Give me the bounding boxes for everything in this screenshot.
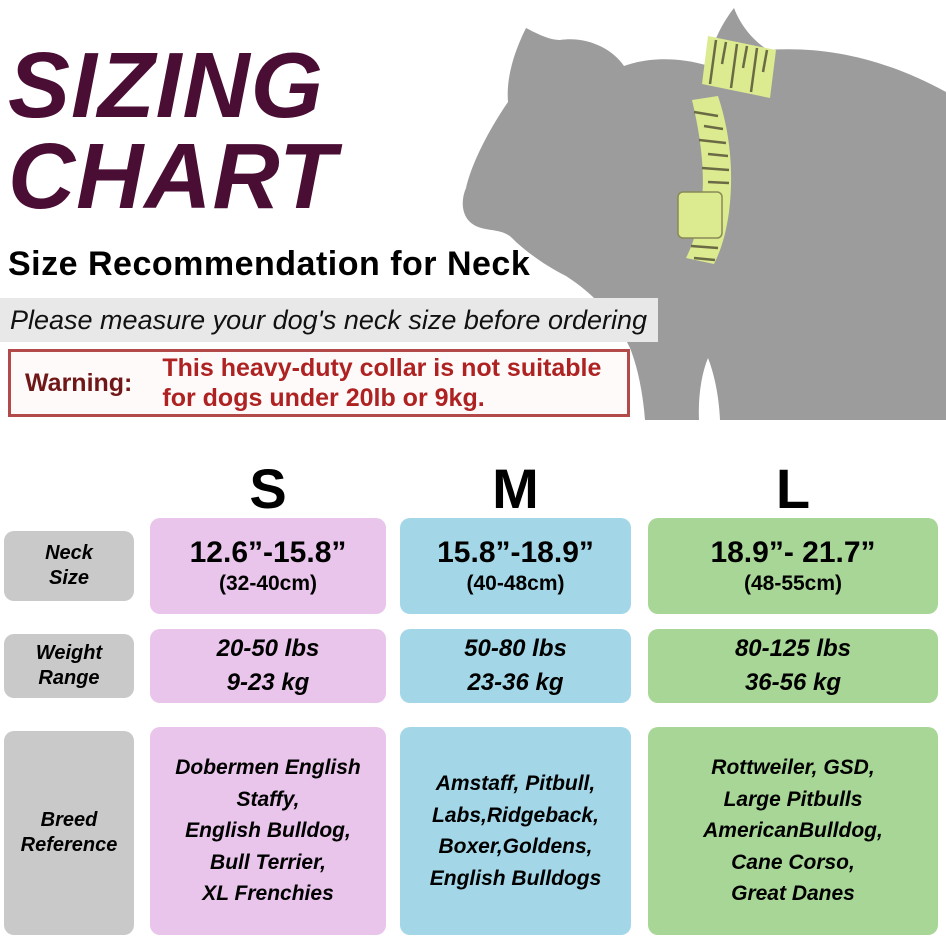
cell-breed-reference-l: Rottweiler, GSD, Large Pitbulls American… (648, 727, 938, 935)
cell-neck-size-l: 18.9”- 21.7” (48-55cm) (648, 518, 938, 614)
cell-weight-range-l: 80-125 lbs 36-56 kg (648, 629, 938, 703)
cell-breed-reference-s: Dobermen English Staffy, English Bulldog… (150, 727, 386, 935)
cell-weight-range-m: 50-80 lbs 23-36 kg (400, 629, 631, 703)
row-label-neck-size: Neck Size (4, 531, 134, 601)
warning-message: This heavy-duty collar is not suitable f… (162, 353, 601, 413)
neck-size-cm-m: (40-48cm) (466, 572, 565, 595)
warning-box: Warning: This heavy-duty collar is not s… (8, 349, 630, 417)
warning-line-1: This heavy-duty collar is not suitable (162, 354, 602, 382)
neck-size-inches-s: 12.6”-15.8” (189, 536, 347, 569)
tape-tick-marks (690, 39, 769, 262)
cell-weight-range-s: 20-50 lbs 9-23 kg (150, 629, 386, 703)
measure-note: Please measure your dog's neck size befo… (0, 298, 658, 342)
cell-neck-size-s: 12.6”-15.8” (32-40cm) (150, 518, 386, 614)
warning-label: Warning: (25, 368, 133, 397)
column-header-l: L (775, 457, 811, 520)
column-header-m: M (492, 457, 539, 520)
row-label-weight-range: Weight Range (4, 634, 134, 698)
page-title: SIZING CHART (8, 33, 337, 229)
dog-silhouette-graphic (462, 8, 946, 420)
neck-size-inches-l: 18.9”- 21.7” (710, 536, 876, 569)
neck-size-cm-l: (48-55cm) (743, 572, 843, 595)
cell-neck-size-m: 15.8”-18.9” (40-48cm) (400, 518, 631, 614)
subtitle-neck-recommendation: Size Recommendation for Neck (8, 245, 531, 283)
warning-line-2: for dogs under 20lb or 9kg. (162, 384, 485, 412)
column-header-s: S (249, 457, 287, 520)
measuring-tape-graphic (677, 36, 776, 264)
neck-size-inches-m: 15.8”-18.9” (437, 536, 594, 569)
row-label-breed-reference: Breed Reference (4, 731, 134, 935)
neck-size-cm-s: (32-40cm) (218, 572, 318, 595)
cell-breed-reference-m: Amstaff, Pitbull, Labs,Ridgeback, Boxer,… (400, 727, 631, 935)
